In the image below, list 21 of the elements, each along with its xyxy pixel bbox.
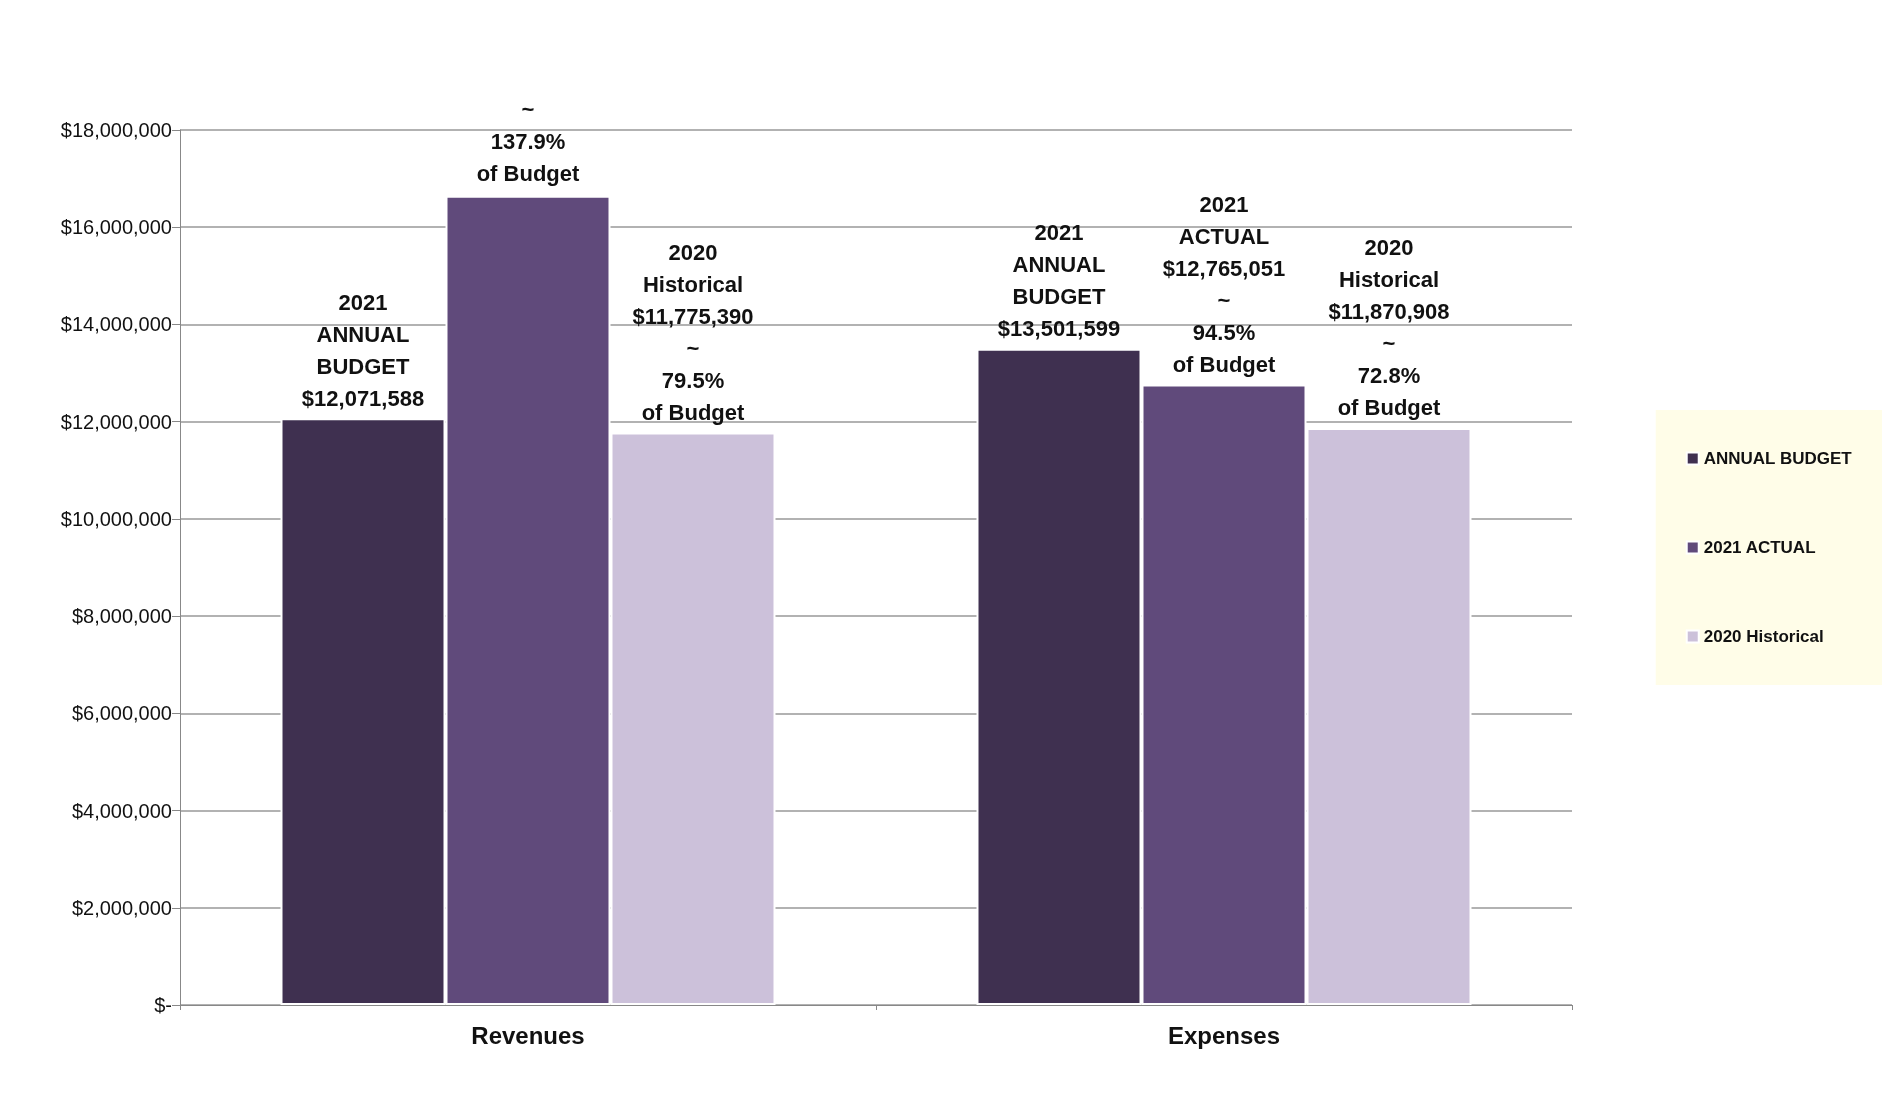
data-label: 2021 ACTUAL $12,765,051 ~ 94.5% of Budget	[1162, 191, 1286, 377]
legend-label: 2021 ACTUAL	[1703, 538, 1816, 557]
y-tick-label: $8,000,000	[71, 605, 172, 628]
x-tick-label: Revenues	[471, 1021, 585, 1049]
y-tick-label: $10,000,000	[60, 507, 172, 530]
x-tick-label: Expenses	[1167, 1021, 1281, 1049]
y-tick-label: $-	[154, 994, 172, 1016]
y-tick-label: $18,000,000	[60, 119, 172, 141]
y-tick-label: $2,000,000	[71, 896, 172, 919]
y-tick-label: $16,000,000	[60, 216, 172, 239]
annotation: ~ 137.9% of Budget	[476, 97, 580, 187]
data-label: 2020 Historical $11,870,908 ~ 72.8% of Budget	[1328, 235, 1450, 421]
data-label: 2021 ANNUAL BUDGET $12,071,588	[301, 289, 425, 411]
data-label: 2020 Historical $11,775,390 ~ 79.5% of Budget	[632, 240, 754, 426]
legend-label: 2020 Historical	[1703, 627, 1824, 646]
y-tick-label: $14,000,000	[60, 313, 172, 336]
data-label: 2021 ANNUAL BUDGET $13,501,599	[997, 220, 1121, 342]
legend-label: ANNUAL BUDGET	[1703, 449, 1853, 468]
y-tick-label: $12,000,000	[60, 410, 172, 433]
y-tick-label: $6,000,000	[71, 702, 172, 725]
y-tick-label: $4,000,000	[71, 799, 172, 822]
